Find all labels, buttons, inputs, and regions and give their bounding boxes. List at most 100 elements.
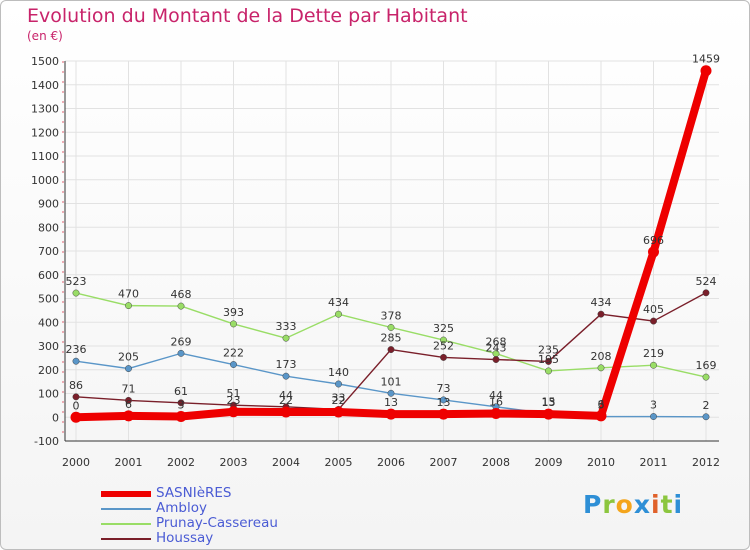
- x-tick-label: 2012: [692, 456, 720, 469]
- legend: SASNIèRES Ambloy Prunay-Cassereau Houssa…: [101, 486, 278, 546]
- data-point-houssay[interactable]: [387, 346, 395, 354]
- data-label-prunay-cassereau: 325: [433, 322, 454, 335]
- data-label-sasnieres: 3: [178, 399, 185, 412]
- data-label-houssay: 44: [279, 389, 293, 402]
- legend-item-sasnieres[interactable]: SASNIèRES: [101, 486, 278, 501]
- data-label-prunay-cassereau: 434: [328, 296, 349, 309]
- axes: -100 0 100 200 300 400 500 600 700 800 900 1000 1100…: [31, 55, 720, 469]
- y-tick-label: 1400: [31, 79, 59, 92]
- data-label-prunay-cassereau: 169: [696, 359, 717, 372]
- data-point-houssay[interactable]: [597, 310, 605, 318]
- data-label-ambloy: 101: [381, 375, 402, 388]
- data-point-sasnieres[interactable]: [543, 408, 554, 420]
- data-point-ambloy[interactable]: [125, 365, 132, 373]
- data-point-houssay[interactable]: [440, 353, 447, 361]
- data-point-sasnieres[interactable]: [175, 411, 187, 423]
- data-point-prunay-cassereau[interactable]: [702, 373, 710, 381]
- data-point-prunay-cassereau[interactable]: [230, 320, 237, 328]
- data-label-ambloy: 15: [542, 396, 556, 409]
- data-point-houssay[interactable]: [72, 393, 80, 401]
- data-label-ambloy: 269: [171, 335, 192, 348]
- data-label-ambloy: 140: [328, 366, 349, 379]
- data-label-sasnieres: 23: [227, 394, 241, 407]
- data-point-prunay-cassereau[interactable]: [650, 361, 657, 369]
- grid: [65, 60, 719, 442]
- data-point-sasnieres[interactable]: [438, 408, 449, 420]
- data-point-sasnieres[interactable]: [70, 411, 82, 423]
- data-point-houssay[interactable]: [702, 289, 710, 297]
- data-point-sasnieres[interactable]: [280, 406, 292, 418]
- data-label-prunay-cassereau: 468: [171, 288, 192, 301]
- data-point-prunay-cassereau[interactable]: [335, 310, 342, 318]
- chart-title: Evolution du Montant de la Dette par Hab…: [27, 5, 468, 27]
- y-tick-label: 100: [38, 388, 59, 401]
- y-tick-label: 1100: [31, 150, 59, 163]
- data-point-prunay-cassereau[interactable]: [387, 324, 395, 331]
- legend-swatch-prunay-cassereau: [101, 523, 151, 525]
- x-tick-label: 2002: [167, 456, 195, 469]
- data-point-prunay-cassereau[interactable]: [125, 302, 132, 310]
- data-point-sasnieres[interactable]: [123, 410, 134, 422]
- data-point-sasnieres[interactable]: [490, 407, 502, 419]
- data-labels: 0 6 3 23 22 22 13 13 16 13 66961459236205269222173…: [66, 53, 721, 413]
- y-tick-label: 1500: [31, 55, 59, 68]
- y-tick-label: 200: [38, 364, 59, 377]
- data-point-ambloy[interactable]: [650, 413, 657, 420]
- data-label-houssay: 33: [332, 391, 346, 404]
- data-point-sasnieres[interactable]: [700, 65, 712, 77]
- data-point-prunay-cassereau[interactable]: [282, 334, 290, 342]
- data-label-prunay-cassereau: 219: [643, 347, 664, 360]
- data-point-houssay[interactable]: [125, 396, 132, 404]
- data-label-ambloy: 73: [437, 382, 451, 395]
- data-point-ambloy[interactable]: [335, 380, 342, 388]
- y-tick-label: 0: [52, 411, 59, 424]
- data-point-sasnieres[interactable]: [595, 410, 607, 422]
- y-tick-label: 1300: [31, 103, 59, 116]
- data-point-ambloy[interactable]: [387, 389, 395, 397]
- data-point-prunay-cassereau[interactable]: [440, 336, 447, 344]
- data-label-sasnieres: 22: [332, 394, 346, 407]
- data-point-ambloy[interactable]: [702, 413, 710, 421]
- data-point-prunay-cassereau[interactable]: [72, 289, 80, 297]
- y-tick-label: 700: [38, 245, 59, 258]
- chart-subtitle: (en €): [27, 29, 63, 43]
- data-point-ambloy[interactable]: [230, 361, 237, 368]
- data-point-houssay[interactable]: [545, 357, 552, 365]
- x-tick-label: 2008: [482, 456, 510, 469]
- legend-item-ambloy[interactable]: Ambloy: [101, 501, 278, 516]
- y-tick-label: 1200: [31, 126, 59, 139]
- data-point-ambloy[interactable]: [282, 372, 290, 380]
- data-point-prunay-cassereau[interactable]: [545, 367, 552, 375]
- data-point-ambloy[interactable]: [177, 349, 185, 357]
- legend-label-houssay: Houssay: [156, 530, 214, 546]
- data-point-sasnieres[interactable]: [333, 406, 344, 418]
- data-label-houssay: 243: [486, 342, 507, 355]
- x-tick-label: 2005: [325, 456, 353, 469]
- data-point-ambloy[interactable]: [72, 357, 80, 365]
- data-label-houssay: 71: [122, 382, 136, 395]
- data-label-houssay: 405: [643, 303, 664, 316]
- x-tick-label: 2011: [640, 456, 668, 469]
- data-point-houssay[interactable]: [177, 399, 185, 407]
- legend-item-houssay[interactable]: Houssay: [101, 531, 278, 546]
- data-label-houssay: 524: [696, 275, 717, 288]
- legend-label-prunay-cassereau: Prunay-Cassereau: [156, 515, 278, 531]
- data-point-prunay-cassereau[interactable]: [597, 364, 605, 372]
- data-label-ambloy: 236: [66, 343, 87, 356]
- data-label-houssay: 235: [538, 343, 559, 356]
- data-label-ambloy: 173: [276, 358, 297, 371]
- data-point-houssay[interactable]: [650, 317, 657, 325]
- x-tick-label: 2010: [587, 456, 615, 469]
- legend-item-prunay-cassereau[interactable]: Prunay-Cassereau: [101, 516, 278, 531]
- data-point-ambloy[interactable]: [440, 396, 447, 404]
- data-point-sasnieres[interactable]: [228, 406, 239, 418]
- data-point-prunay-cassereau[interactable]: [177, 302, 185, 310]
- data-label-prunay-cassereau: 523: [66, 275, 87, 288]
- data-point-sasnieres[interactable]: [385, 408, 397, 420]
- data-point-houssay[interactable]: [492, 356, 500, 363]
- data-point-sasnieres[interactable]: [648, 246, 659, 258]
- x-tick-label: 2003: [220, 456, 248, 469]
- data-label-prunay-cassereau: 195: [538, 353, 559, 366]
- legend-swatch-houssay: [101, 538, 151, 540]
